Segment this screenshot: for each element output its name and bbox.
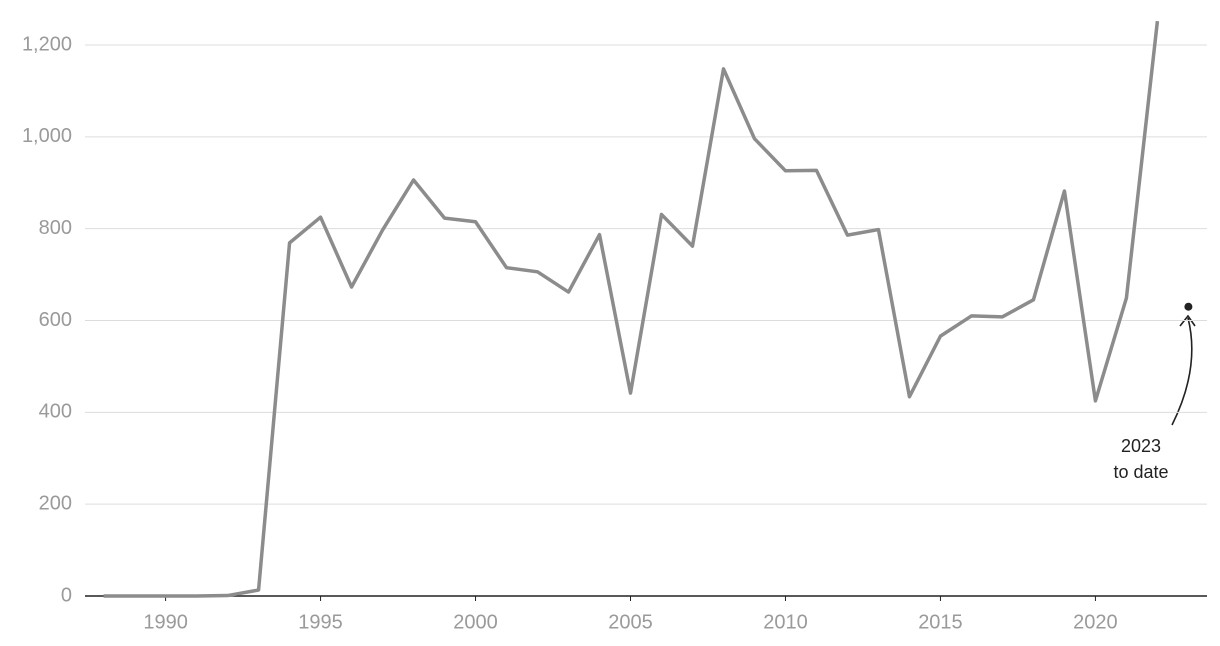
- y-tick-label: 0: [61, 584, 72, 606]
- annotation-arrow: [1171, 314, 1196, 426]
- x-tick-label: 2015: [918, 611, 963, 633]
- y-tick-label: 600: [39, 309, 72, 331]
- y-tick-label: 200: [39, 492, 72, 514]
- x-tick-label: 2020: [1073, 611, 1118, 633]
- line: [103, 20, 1160, 598]
- x-tick-label: 1995: [298, 611, 343, 633]
- annotation-point: [1184, 302, 1193, 311]
- x-tick-label: 2010: [763, 611, 808, 633]
- x-tick-label: 2000: [453, 611, 498, 633]
- annotation-text: to date: [1113, 462, 1168, 482]
- x-tick-label: 2005: [608, 611, 653, 633]
- y-tick-label: 800: [39, 217, 72, 239]
- y-tick-label: 1,000: [22, 125, 72, 147]
- annotation-text: 2023: [1121, 436, 1161, 456]
- y-tick-label: 1,200: [22, 33, 72, 55]
- x-tick-label: 1990: [143, 611, 188, 633]
- y-tick-label: 400: [39, 401, 72, 423]
